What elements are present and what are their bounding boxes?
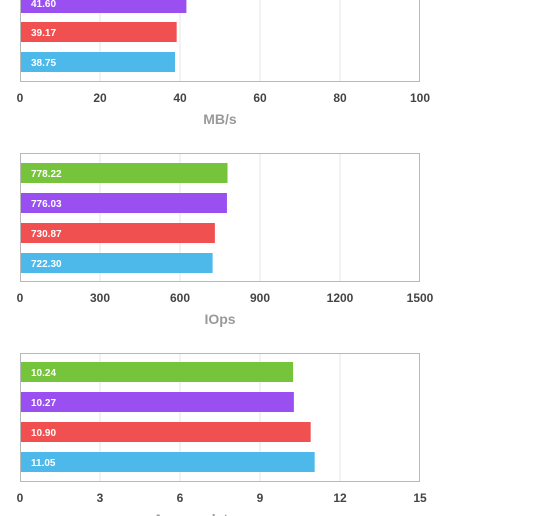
bar (21, 163, 228, 183)
x-axis-label: IOps (204, 311, 235, 327)
bar (21, 422, 311, 442)
bar-value-label: 38.75 (31, 58, 56, 69)
bar (21, 193, 227, 213)
x-tick-label: 1500 (407, 291, 434, 305)
bar-value-label: 776.03 (31, 199, 62, 210)
bar-value-label: 10.90 (31, 428, 56, 439)
chart-2: 778.22 776.03 730.87 722.30 0 300 600 900 1200 15… (17, 153, 434, 327)
chart-3: 10.24 10.27 10.90 11.05 0 3 6 9 12 15 Average late… (17, 353, 427, 516)
plot-frame (20, 153, 420, 282)
bar-value-label: 10.24 (31, 368, 56, 379)
bar-value-label: 722.30 (31, 259, 62, 270)
bar-value-label: 39.17 (31, 28, 56, 39)
bar (21, 392, 294, 412)
plot-frame (20, 353, 420, 482)
x-tick-label: 15 (413, 491, 427, 505)
bar (21, 253, 213, 273)
bar (21, 0, 187, 13)
x-axis-label: MB/s (203, 111, 237, 127)
x-tick-label: 600 (170, 291, 190, 305)
bar (21, 452, 315, 472)
x-tick-label: 40 (173, 91, 187, 105)
bar-value-label: 41.60 (31, 0, 56, 10)
bar-value-label: 10.27 (31, 398, 56, 409)
x-tick-label: 0 (17, 491, 24, 505)
bar (21, 223, 215, 243)
bar (21, 52, 175, 72)
x-tick-label: 100 (410, 91, 430, 105)
bar-value-label: 778.22 (31, 169, 62, 180)
x-tick-label: 6 (177, 491, 184, 505)
x-tick-label: 12 (333, 491, 347, 505)
chart-1: 41.60 39.17 38.75 0 20 40 60 80 100 MB/s (17, 0, 430, 127)
x-tick-label: 3 (97, 491, 104, 505)
x-tick-label: 20 (93, 91, 107, 105)
x-tick-label: 60 (253, 91, 267, 105)
bar-value-label: 11.05 (31, 458, 56, 469)
x-tick-label: 900 (250, 291, 270, 305)
x-tick-label: 0 (17, 91, 24, 105)
x-tick-label: 80 (333, 91, 347, 105)
x-tick-label: 1200 (327, 291, 354, 305)
x-tick-label: 9 (257, 491, 264, 505)
bar (21, 362, 294, 382)
plot-frame (20, 0, 420, 82)
bar-value-label: 730.87 (31, 229, 62, 240)
x-axis-label: Average latency, ms (153, 511, 287, 516)
bar (21, 22, 177, 42)
x-tick-label: 300 (90, 291, 110, 305)
x-tick-label: 0 (17, 291, 24, 305)
